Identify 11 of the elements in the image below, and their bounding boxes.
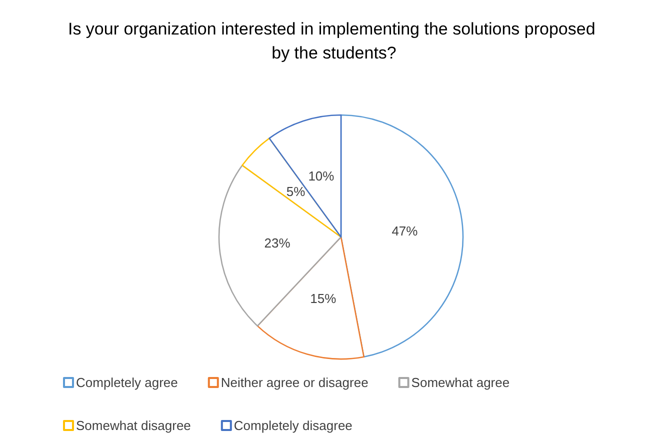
data-label: 5% [286,184,306,200]
data-label: 47% [392,223,418,238]
data-label: 15% [310,290,337,306]
legend-label: Completely disagree [234,418,352,433]
data-label: 23% [264,236,291,251]
legend-label: Somewhat agree [411,375,510,390]
legend-label: Neither agree or disagree [220,375,368,390]
chart-title: Is your organization interested in implementing the solutions proposed by the students? [68,20,600,62]
legend-label: Completely agree [76,375,178,390]
data-label: 10% [308,168,335,184]
legend-label: Somewhat disagree [76,418,191,433]
